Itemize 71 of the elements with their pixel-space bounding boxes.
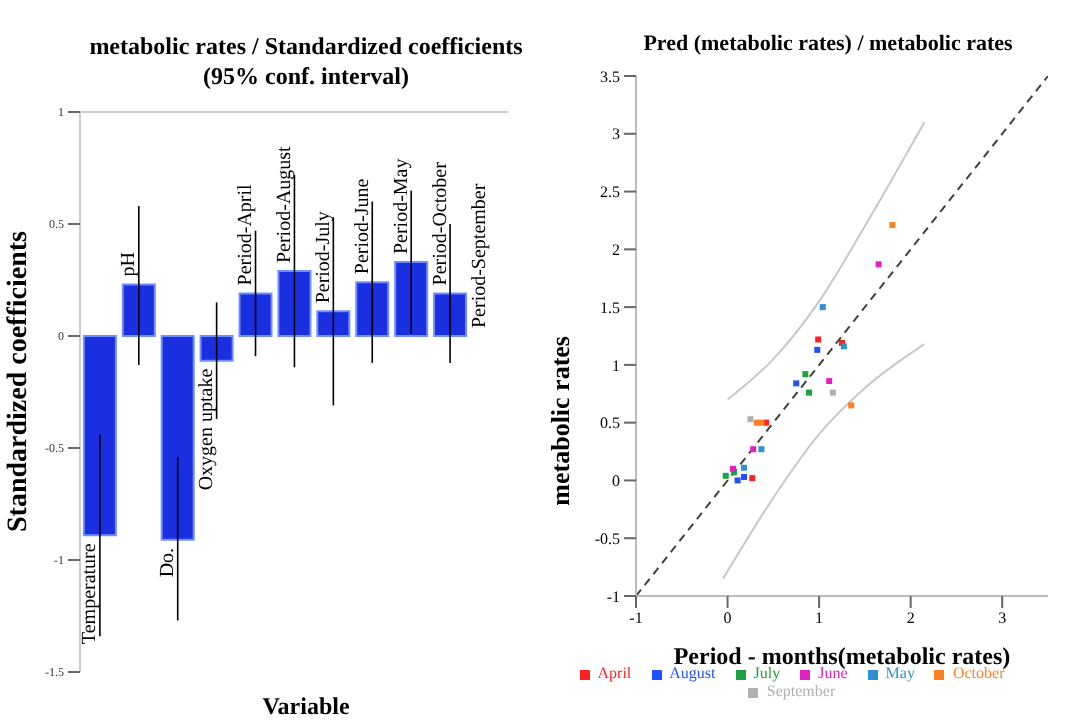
point	[747, 416, 754, 423]
point	[815, 336, 822, 343]
point	[889, 222, 896, 229]
point	[875, 261, 882, 268]
x-axis-title: Period - months(metabolic rates)	[673, 642, 1011, 670]
y-tick-label: 3	[612, 125, 620, 144]
x-tick-label: 0	[723, 609, 732, 628]
line-series	[721, 343, 926, 580]
bar	[160, 335, 195, 541]
x-tick-label: 1	[815, 609, 824, 628]
bar	[355, 281, 390, 337]
bar	[82, 335, 117, 537]
x-tick-label: Oxygen uptake	[196, 367, 219, 491]
x-tick-label: -1	[629, 609, 643, 628]
point	[819, 304, 826, 311]
point	[814, 346, 821, 353]
bar	[121, 283, 156, 337]
point	[806, 389, 813, 396]
line-series	[726, 121, 926, 401]
chart-title: Pred (metabolic rates) / metabolic rates	[641, 32, 1015, 56]
point	[741, 473, 748, 480]
x-tick-label: Do.	[157, 547, 180, 578]
x-tick-label: Period-August	[274, 145, 296, 264]
point	[749, 475, 756, 482]
point	[758, 419, 765, 426]
y-tick-label: -1	[606, 587, 620, 606]
y-tick-label: -0.5	[594, 529, 620, 548]
point	[722, 472, 729, 479]
y-tick-label: 2.5	[600, 183, 620, 202]
y-tick-label: 1	[612, 356, 620, 375]
bar	[433, 292, 468, 337]
x-tick-label: Period-May	[390, 158, 413, 255]
point	[826, 378, 833, 385]
point	[848, 402, 855, 409]
legend-label: August	[669, 664, 716, 682]
point	[741, 464, 748, 471]
chart-title: metabolic rates / Standardized coefficients	[87, 32, 525, 62]
y-tick-label: 0	[612, 472, 620, 491]
point	[829, 389, 836, 396]
y-tick-label: 3.5	[600, 67, 620, 86]
point	[793, 380, 800, 387]
point	[758, 446, 765, 453]
x-tick-label: 3	[998, 609, 1007, 628]
legend-label: June	[818, 664, 848, 682]
y-axis-title: metabolic rates	[545, 336, 576, 506]
point	[802, 371, 809, 378]
x-tick-label: pH	[118, 252, 141, 277]
bar	[199, 335, 234, 362]
x-tick-label: Temperature	[79, 542, 102, 645]
legend-label: April	[597, 664, 632, 682]
chart-subtitle: (95% conf. interval)	[201, 62, 411, 92]
bar	[394, 261, 429, 337]
y-tick-label: 0.5	[600, 414, 620, 433]
x-tick-label: Period-July	[312, 211, 335, 304]
legend-label: July	[753, 664, 781, 682]
x-tick-label: Period-October	[429, 160, 452, 286]
y-axis-title: Standardized coefficients	[3, 229, 34, 532]
x-tick-label: Period-September	[468, 182, 491, 328]
x-axis-title: Variable	[260, 692, 352, 720]
point	[750, 446, 757, 453]
bar	[316, 310, 351, 337]
legend-label: October	[952, 664, 1005, 682]
bar	[277, 270, 312, 337]
point	[734, 477, 741, 484]
x-tick-label: Period-June	[351, 177, 374, 275]
legend-label: September	[766, 682, 836, 700]
x-tick-label: Period-April	[235, 183, 258, 286]
bar	[238, 292, 273, 337]
x-tick-label: 2	[906, 609, 915, 628]
y-tick-label: 1.5	[600, 298, 620, 317]
legend-label: May	[885, 664, 915, 682]
